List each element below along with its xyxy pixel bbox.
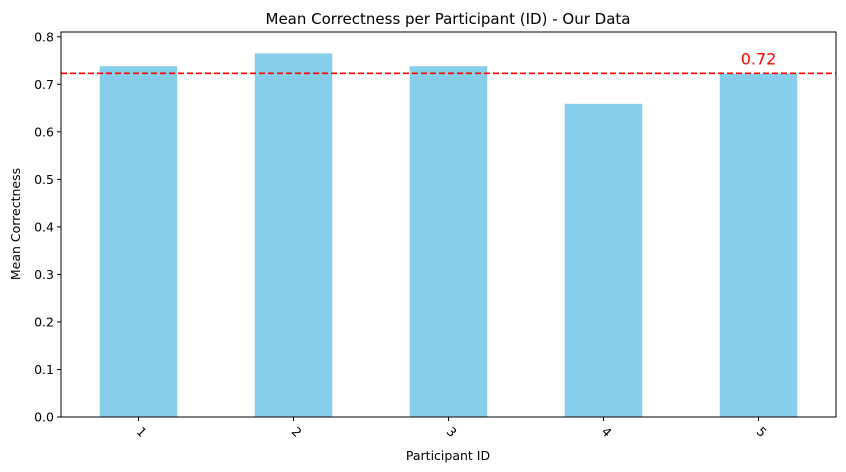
y-tick-label: 0.2 <box>34 314 54 329</box>
bar-2 <box>254 53 333 418</box>
x-tick-label: 1 <box>134 424 150 440</box>
x-tick-label: 3 <box>444 424 460 440</box>
y-tick-label: 0.7 <box>34 77 54 92</box>
bar-4 <box>564 103 643 417</box>
y-tick-label: 0.8 <box>34 29 54 44</box>
x-tick-label: 4 <box>599 424 615 440</box>
chart-title: Mean Correctness per Participant (ID) - … <box>266 10 631 28</box>
x-tick-label: 2 <box>289 424 305 440</box>
y-tick-label: 0.0 <box>34 410 54 425</box>
y-ticks-group: 0.0 0.1 0.2 0.3 0.4 0.5 0.6 0.7 0.8 <box>34 29 61 425</box>
bar-3 <box>409 66 488 417</box>
bar-1 <box>99 66 178 417</box>
y-tick-label: 0.6 <box>34 124 54 139</box>
y-tick-label: 0.5 <box>34 172 54 187</box>
bars-group <box>99 53 798 418</box>
x-ticks-group: 1 2 3 4 5 <box>134 417 770 440</box>
x-axis-label: Participant ID <box>406 448 490 463</box>
y-tick-label: 0.3 <box>34 267 54 282</box>
x-tick-label: 5 <box>754 424 770 440</box>
y-axis-label: Mean Correctness <box>8 168 23 280</box>
mean-reference-label: 0.72 <box>741 49 777 68</box>
reference-line-group: 0.72 <box>61 49 836 75</box>
bar-5 <box>719 73 798 418</box>
y-tick-label: 0.4 <box>34 219 54 234</box>
y-tick-label: 0.1 <box>34 362 54 377</box>
